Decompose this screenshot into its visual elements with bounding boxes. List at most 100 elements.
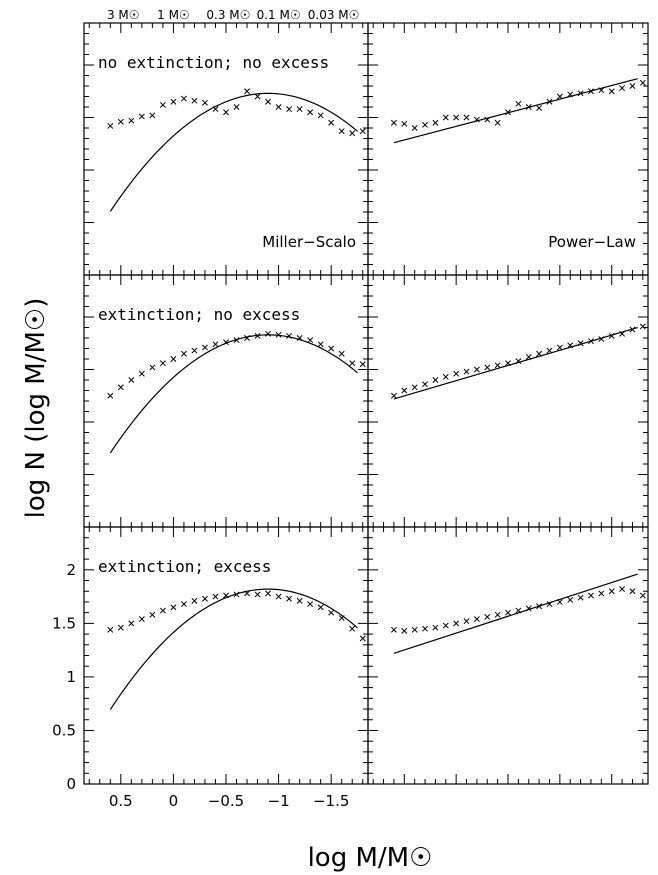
data-point xyxy=(317,604,324,611)
model-curve xyxy=(109,588,358,710)
data-point xyxy=(307,337,314,344)
data-point xyxy=(359,361,366,368)
data-point xyxy=(598,590,605,597)
panel-ticks xyxy=(368,275,648,527)
data-point xyxy=(401,120,408,127)
y-tick-label: 1.5 xyxy=(52,614,76,632)
data-point xyxy=(286,595,293,602)
data-point xyxy=(265,330,272,337)
data-point xyxy=(212,341,219,348)
top-mass-label: 0.03 M☉ xyxy=(308,8,360,22)
data-point xyxy=(349,130,356,137)
data-point xyxy=(442,622,449,629)
data-point xyxy=(494,362,501,369)
data-point xyxy=(202,344,208,351)
data-point xyxy=(588,592,594,599)
data-point xyxy=(117,624,124,631)
top-mass-scale: 3 M☉ 1 M☉ 0.3 M☉ 0.1 M☉ 0.03 M☉ xyxy=(107,8,359,22)
panel-frame xyxy=(367,526,649,785)
panel-ticks xyxy=(368,527,648,784)
y-tick-label: 0 xyxy=(66,775,76,793)
data-point xyxy=(265,590,272,597)
data-point xyxy=(349,360,356,367)
data-point xyxy=(453,620,460,627)
data-point xyxy=(432,119,439,126)
data-point xyxy=(442,373,449,380)
data-point xyxy=(191,97,198,104)
data-point xyxy=(453,114,460,121)
data-point xyxy=(349,625,356,632)
model-curve xyxy=(109,334,358,454)
data-point xyxy=(233,104,240,110)
data-point xyxy=(463,618,470,625)
data-point xyxy=(275,104,282,110)
model-line xyxy=(393,78,638,144)
x-tick-label: −0.5 xyxy=(208,792,244,810)
data-point xyxy=(296,597,303,604)
data-point xyxy=(159,360,166,367)
data-point xyxy=(286,106,293,113)
series-points xyxy=(390,323,646,399)
panel-2-1 xyxy=(367,526,649,785)
data-point xyxy=(473,616,480,623)
data-point xyxy=(149,364,156,371)
data-point xyxy=(191,347,198,354)
panel-label: no extinction; no excess xyxy=(98,53,329,72)
data-point xyxy=(265,98,272,105)
data-point xyxy=(505,609,511,616)
data-point xyxy=(494,119,501,126)
series-points xyxy=(107,590,366,642)
top-mass-label: 3 M☉ xyxy=(107,8,140,22)
data-point xyxy=(619,85,626,92)
top-mass-label: 1 M☉ xyxy=(157,8,190,22)
data-point xyxy=(338,350,345,357)
data-point xyxy=(138,113,145,120)
model-curve xyxy=(109,92,358,212)
data-point xyxy=(432,377,439,383)
data-point xyxy=(254,591,261,598)
data-point xyxy=(473,366,480,373)
data-point xyxy=(390,392,397,399)
y-axis: 0 0.5 1 1.5 2 xyxy=(52,561,76,793)
data-point xyxy=(307,109,314,116)
data-point xyxy=(536,105,543,112)
data-point xyxy=(254,93,261,100)
data-point xyxy=(202,595,208,602)
data-point xyxy=(432,624,439,631)
data-point xyxy=(107,392,114,399)
data-point xyxy=(180,601,187,608)
data-point xyxy=(170,98,177,105)
data-point xyxy=(159,101,166,108)
data-point xyxy=(608,88,615,95)
y-tick-label: 2 xyxy=(66,561,76,579)
data-point xyxy=(328,119,335,126)
data-point xyxy=(138,370,145,377)
model-label: Power−Law xyxy=(548,233,636,251)
data-point xyxy=(170,356,177,362)
data-point xyxy=(442,114,449,121)
data-point xyxy=(202,99,208,106)
panel-label: extinction; excess xyxy=(98,557,271,576)
data-point xyxy=(159,607,166,614)
panel-frame xyxy=(367,274,649,528)
model-label: Miller−Scalo xyxy=(262,233,356,251)
data-point xyxy=(639,323,646,330)
data-point xyxy=(275,593,282,600)
data-point xyxy=(390,119,397,126)
model-line xyxy=(393,326,638,400)
data-point xyxy=(411,626,418,633)
panel-label: extinction; no excess xyxy=(98,305,300,324)
data-point xyxy=(567,596,574,603)
series-points xyxy=(390,586,646,634)
data-point xyxy=(128,377,135,383)
panel-ticks xyxy=(368,23,648,275)
data-point xyxy=(463,368,470,375)
data-point xyxy=(117,384,124,391)
data-point xyxy=(619,586,626,593)
data-point xyxy=(515,100,522,107)
data-point xyxy=(223,109,229,116)
data-point xyxy=(639,79,646,86)
data-point xyxy=(390,626,397,633)
x-axis-title: log M/M☉ xyxy=(308,843,433,873)
data-point xyxy=(317,112,324,119)
